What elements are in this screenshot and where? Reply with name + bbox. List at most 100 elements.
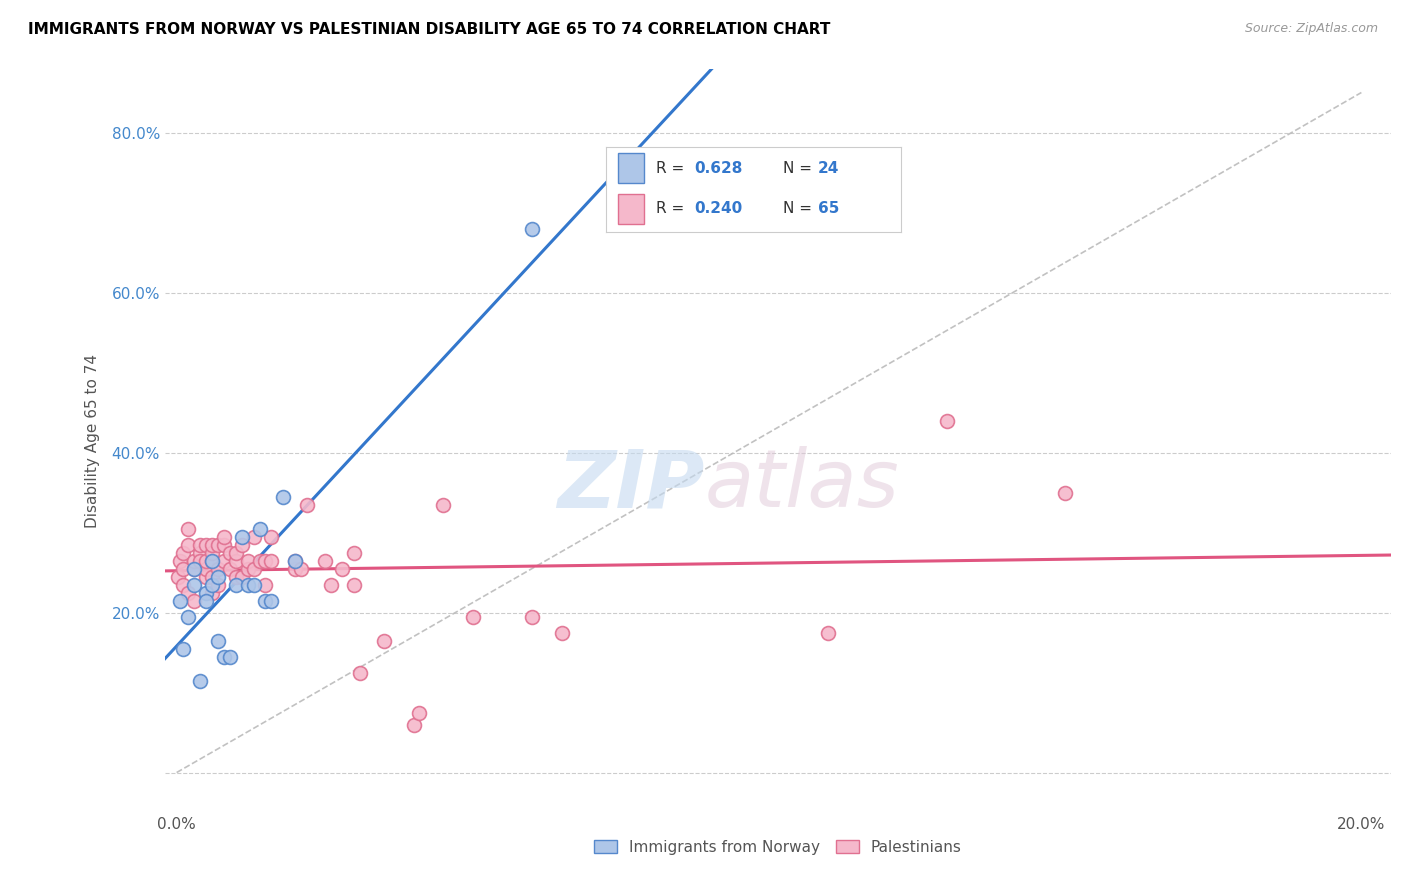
Point bbox=[195, 593, 218, 607]
Point bbox=[172, 561, 194, 575]
Text: atlas: atlas bbox=[704, 446, 898, 524]
Legend: Immigrants from Norway, Palestinians: Immigrants from Norway, Palestinians bbox=[588, 833, 967, 861]
Point bbox=[236, 577, 259, 591]
Point bbox=[260, 553, 283, 567]
Point bbox=[177, 609, 200, 624]
Point bbox=[284, 553, 307, 567]
Point bbox=[201, 569, 224, 583]
Point bbox=[201, 553, 224, 567]
Point bbox=[295, 498, 318, 512]
Text: ZIP: ZIP bbox=[557, 446, 704, 524]
Point bbox=[172, 641, 194, 656]
Point bbox=[219, 561, 242, 575]
Point bbox=[432, 498, 454, 512]
Point bbox=[183, 561, 205, 575]
Text: Source: ZipAtlas.com: Source: ZipAtlas.com bbox=[1244, 22, 1378, 36]
Point bbox=[219, 545, 242, 559]
Text: R =: R = bbox=[657, 201, 689, 216]
Point bbox=[177, 522, 200, 536]
Point bbox=[188, 553, 211, 567]
Text: 0.628: 0.628 bbox=[695, 161, 742, 176]
Text: 65: 65 bbox=[818, 201, 839, 216]
Point bbox=[408, 706, 430, 720]
Point bbox=[314, 553, 336, 567]
Point bbox=[212, 529, 235, 543]
Point bbox=[207, 577, 229, 591]
Point bbox=[1054, 485, 1077, 500]
Point bbox=[201, 585, 224, 599]
Point bbox=[242, 577, 264, 591]
Point bbox=[254, 553, 277, 567]
Point bbox=[935, 413, 957, 427]
Point bbox=[249, 553, 271, 567]
Point bbox=[177, 537, 200, 551]
Point bbox=[201, 545, 224, 559]
Point bbox=[254, 577, 277, 591]
Point bbox=[402, 717, 425, 731]
Point bbox=[183, 593, 205, 607]
Point bbox=[169, 553, 191, 567]
Point bbox=[236, 553, 259, 567]
Point bbox=[254, 593, 277, 607]
Point bbox=[332, 561, 354, 575]
Point bbox=[284, 561, 307, 575]
FancyBboxPatch shape bbox=[619, 153, 644, 184]
Point bbox=[167, 569, 190, 583]
Point bbox=[550, 625, 572, 640]
Point bbox=[225, 577, 247, 591]
Point bbox=[284, 553, 307, 567]
Text: IMMIGRANTS FROM NORWAY VS PALESTINIAN DISABILITY AGE 65 TO 74 CORRELATION CHART: IMMIGRANTS FROM NORWAY VS PALESTINIAN DI… bbox=[28, 22, 831, 37]
Point bbox=[183, 553, 205, 567]
Point bbox=[212, 553, 235, 567]
Point bbox=[817, 625, 839, 640]
Point bbox=[219, 649, 242, 664]
Point bbox=[177, 585, 200, 599]
Text: N =: N = bbox=[783, 201, 817, 216]
Point bbox=[172, 577, 194, 591]
Point bbox=[207, 561, 229, 575]
Point bbox=[231, 529, 253, 543]
Point bbox=[212, 537, 235, 551]
Point bbox=[349, 665, 371, 680]
Point bbox=[201, 577, 224, 591]
Point bbox=[195, 553, 218, 567]
Point bbox=[373, 633, 395, 648]
Point bbox=[207, 537, 229, 551]
Point bbox=[520, 609, 543, 624]
Point bbox=[231, 569, 253, 583]
Point bbox=[207, 569, 229, 583]
Point bbox=[520, 221, 543, 235]
Point bbox=[169, 593, 191, 607]
Point bbox=[183, 561, 205, 575]
Point bbox=[461, 609, 484, 624]
Y-axis label: Disability Age 65 to 74: Disability Age 65 to 74 bbox=[86, 353, 100, 527]
Point bbox=[172, 545, 194, 559]
Point bbox=[290, 561, 312, 575]
Text: N =: N = bbox=[783, 161, 817, 176]
Point bbox=[343, 577, 366, 591]
Point bbox=[225, 553, 247, 567]
Point bbox=[207, 633, 229, 648]
Text: 0.240: 0.240 bbox=[695, 201, 742, 216]
Point bbox=[242, 561, 264, 575]
Point bbox=[195, 561, 218, 575]
Point bbox=[195, 585, 218, 599]
Point bbox=[188, 545, 211, 559]
Point bbox=[236, 561, 259, 575]
FancyBboxPatch shape bbox=[619, 194, 644, 224]
Point bbox=[225, 545, 247, 559]
Point bbox=[260, 593, 283, 607]
Point bbox=[188, 537, 211, 551]
Point bbox=[242, 529, 264, 543]
Point bbox=[212, 649, 235, 664]
Point bbox=[343, 545, 366, 559]
Point bbox=[249, 522, 271, 536]
Point bbox=[319, 577, 342, 591]
Text: R =: R = bbox=[657, 161, 689, 176]
Point bbox=[260, 529, 283, 543]
Point bbox=[188, 673, 211, 688]
Text: 24: 24 bbox=[818, 161, 839, 176]
Point bbox=[225, 569, 247, 583]
Point bbox=[195, 569, 218, 583]
Point bbox=[271, 490, 294, 504]
